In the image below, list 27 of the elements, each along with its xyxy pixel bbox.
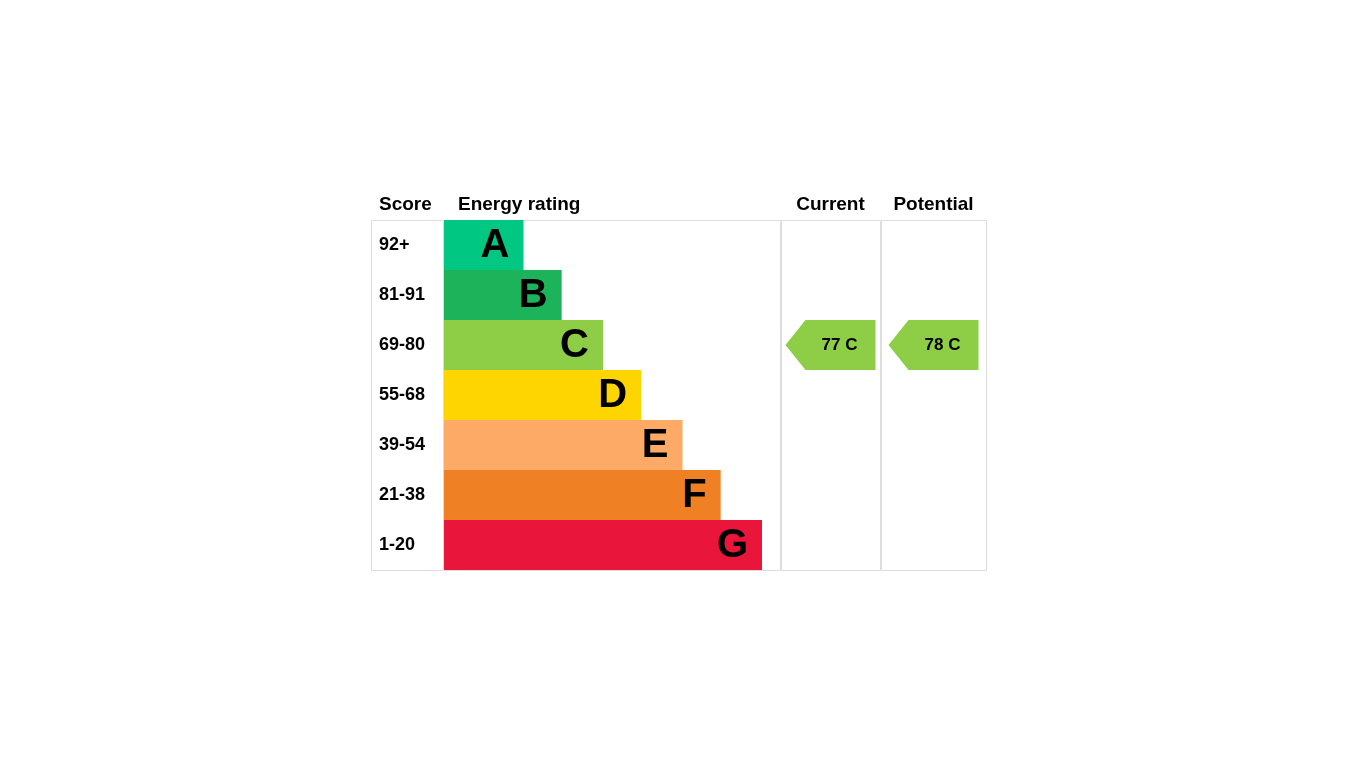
y-tick-label: 21-38 xyxy=(379,484,426,504)
chart-title: Energy rating xyxy=(458,193,581,214)
bar xyxy=(444,320,603,370)
y-tick-label: 92+ xyxy=(379,234,410,254)
annotation: B xyxy=(518,271,548,315)
y-tick-label: 69-80 xyxy=(379,334,426,354)
annotation: A xyxy=(480,221,510,265)
y-tick-label: 81-91 xyxy=(379,284,426,304)
y-axis-title: Score xyxy=(379,193,432,214)
annotation: F xyxy=(682,471,707,515)
y-tick-label: 1-20 xyxy=(379,534,416,554)
bar xyxy=(444,370,642,420)
y-tick-label: 55-68 xyxy=(379,384,426,404)
bar xyxy=(444,470,721,520)
annotation: C xyxy=(560,321,589,365)
bar xyxy=(444,270,562,320)
annotation: D xyxy=(598,371,628,415)
text: Potential xyxy=(893,193,974,214)
text: 78 C xyxy=(924,335,961,354)
bar xyxy=(444,520,762,570)
annotation: G xyxy=(716,521,748,565)
bar xyxy=(444,420,683,470)
annotation: E xyxy=(641,421,669,465)
y-tick-label: 39-54 xyxy=(379,434,426,454)
text: 77 C xyxy=(821,335,858,354)
bar xyxy=(444,220,524,270)
text: Current xyxy=(796,193,866,214)
